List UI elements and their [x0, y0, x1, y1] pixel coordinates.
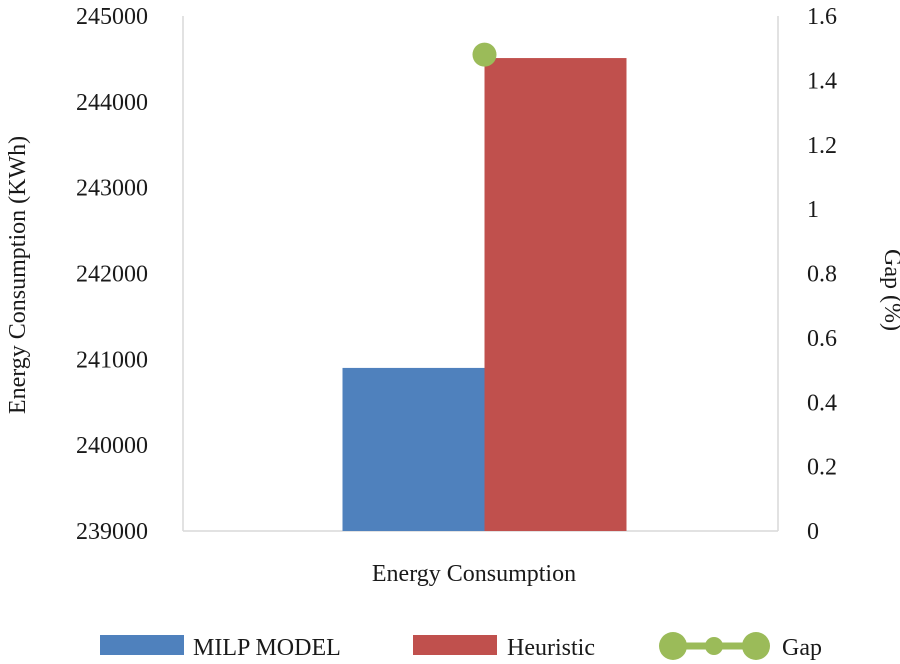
- y2-tick-label: 0: [807, 519, 819, 545]
- x-category-label: Energy Consumption: [372, 561, 576, 587]
- legend-label-heuristic: Heuristic: [507, 635, 595, 661]
- y-tick-label: 240000: [76, 433, 148, 459]
- y-axis-title: Energy Consumption (KWh): [5, 136, 31, 414]
- right-axis-ticks: 0 0.2 0.4 0.6 0.8 1 1.2 1.4 1.6: [807, 4, 837, 545]
- legend-gap-marker-left: [659, 632, 687, 660]
- y-tick-label: 241000: [76, 347, 148, 373]
- y2-tick-label: 0.6: [807, 326, 837, 352]
- y2-tick-label: 1.4: [807, 68, 837, 94]
- y-tick-label: 242000: [76, 262, 148, 288]
- bar-milp-model: [342, 367, 485, 531]
- y-tick-label: 244000: [76, 90, 148, 116]
- left-axis-ticks: 239000 240000 241000 242000 243000 244000 2450…: [76, 4, 148, 545]
- y2-tick-label: 0.8: [807, 262, 837, 288]
- gap-marker: [472, 42, 497, 67]
- y2-axis-title: Gap (%): [879, 249, 900, 331]
- bar-heuristic: [484, 58, 627, 531]
- y2-tick-label: 0.4: [807, 390, 837, 416]
- y2-tick-label: 1.2: [807, 133, 837, 159]
- y2-tick-label: 0.2: [807, 455, 837, 481]
- legend-gap-marker-right: [742, 632, 770, 660]
- gap-markers: [472, 42, 497, 67]
- legend-label-milp: MILP MODEL: [193, 635, 341, 661]
- legend-swatch-heuristic: [413, 635, 497, 655]
- y2-tick-label: 1.6: [807, 4, 837, 30]
- y-tick-label: 245000: [76, 4, 148, 30]
- legend-gap-marker-mid: [705, 637, 723, 655]
- y-tick-label: 239000: [76, 519, 148, 545]
- legend: MILP MODEL Heuristic Gap: [100, 632, 822, 661]
- legend-swatch-milp: [100, 635, 184, 655]
- legend-label-gap: Gap: [782, 635, 822, 661]
- y2-tick-label: 1: [807, 197, 819, 223]
- y-tick-label: 243000: [76, 176, 148, 202]
- bars: [342, 58, 627, 531]
